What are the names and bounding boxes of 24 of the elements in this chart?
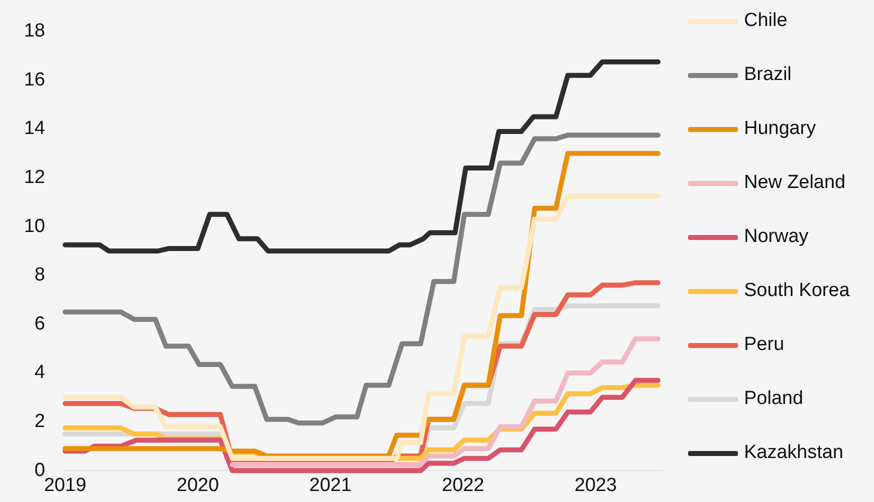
y-tick-label: 18 (24, 20, 46, 42)
legend-label: Peru (744, 334, 784, 356)
x-tick-label: 2019 (44, 475, 86, 496)
y-tick-label: 10 (24, 216, 46, 237)
y-tick-label: 4 (34, 362, 46, 384)
y-tick-label: 6 (34, 313, 46, 334)
legend-label: Chile (744, 10, 788, 32)
x-tick-label: 2020 (176, 475, 219, 496)
legend-label: Norway (744, 226, 808, 248)
x-tick-label: 2022 (442, 475, 484, 496)
x-tick-label: 2021 (309, 475, 352, 496)
legend-label: Hungary (744, 118, 816, 140)
legend-label: Brazil (744, 64, 792, 86)
legend-label: South Korea (744, 280, 850, 302)
x-tick-label: 2023 (574, 475, 617, 496)
y-tick-label: 12 (24, 167, 46, 188)
y-tick-label: 2 (34, 411, 46, 432)
y-tick-label: 0 (34, 460, 46, 481)
legend-label: New Zeland (744, 172, 846, 194)
legend-label: Kazakhstan (744, 442, 844, 464)
y-tick-label: 8 (34, 264, 46, 286)
y-tick-label: 16 (24, 69, 46, 90)
y-tick-label: 14 (24, 118, 46, 140)
legend-label: Poland (744, 388, 804, 410)
